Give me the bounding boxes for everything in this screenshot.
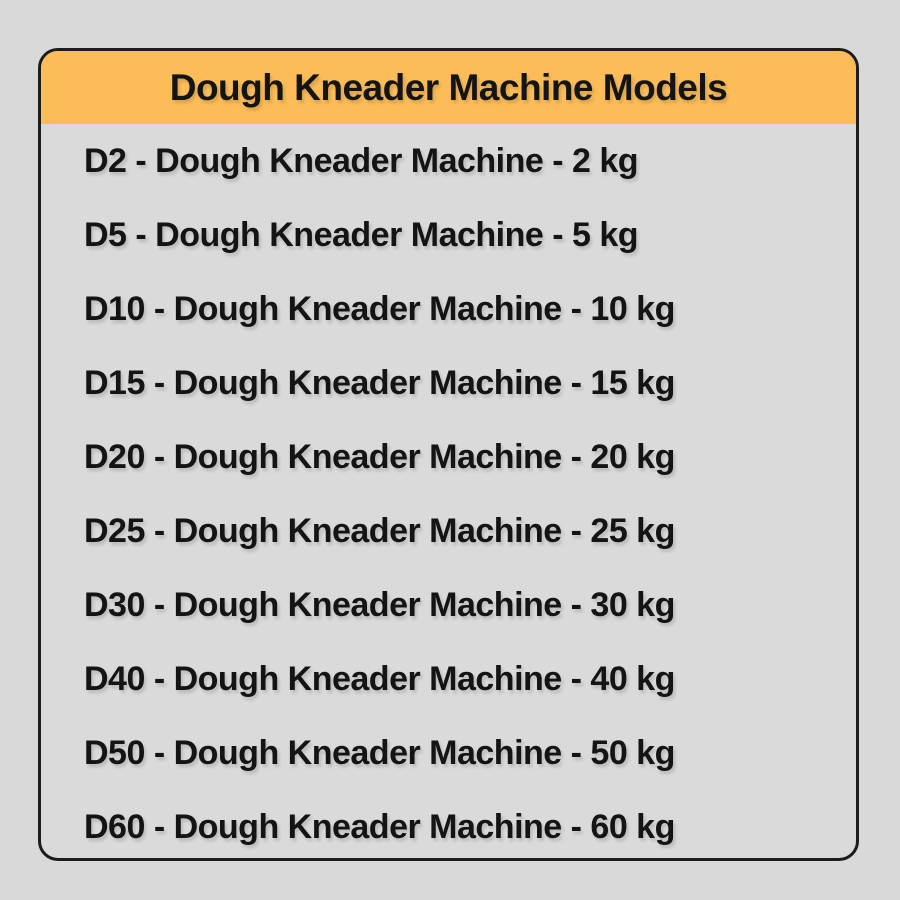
card-header: Dough Kneader Machine Models (41, 51, 856, 124)
models-card: Dough Kneader Machine Models D2 - Dough … (38, 48, 859, 861)
model-list-item: D20 - Dough Kneader Machine - 20 kg (84, 437, 675, 476)
model-list-item: D15 - Dough Kneader Machine - 15 kg (84, 363, 675, 402)
model-list-item: D50 - Dough Kneader Machine - 50 kg (84, 733, 675, 772)
page-title: Dough Kneader Machine Models (169, 66, 728, 108)
model-list-item: D2 - Dough Kneader Machine - 2 kg (84, 141, 639, 180)
model-list: D2 - Dough Kneader Machine - 2 kg D5 - D… (41, 124, 856, 858)
model-list-item: D5 - Dough Kneader Machine - 5 kg (84, 215, 639, 254)
model-list-item: D10 - Dough Kneader Machine - 10 kg (84, 289, 675, 328)
model-list-item: D60 - Dough Kneader Machine - 60 kg (84, 807, 675, 846)
model-list-item: D25 - Dough Kneader Machine - 25 kg (84, 511, 675, 550)
model-list-item: D40 - Dough Kneader Machine - 40 kg (84, 659, 675, 698)
model-list-item: D30 - Dough Kneader Machine - 30 kg (84, 585, 675, 624)
